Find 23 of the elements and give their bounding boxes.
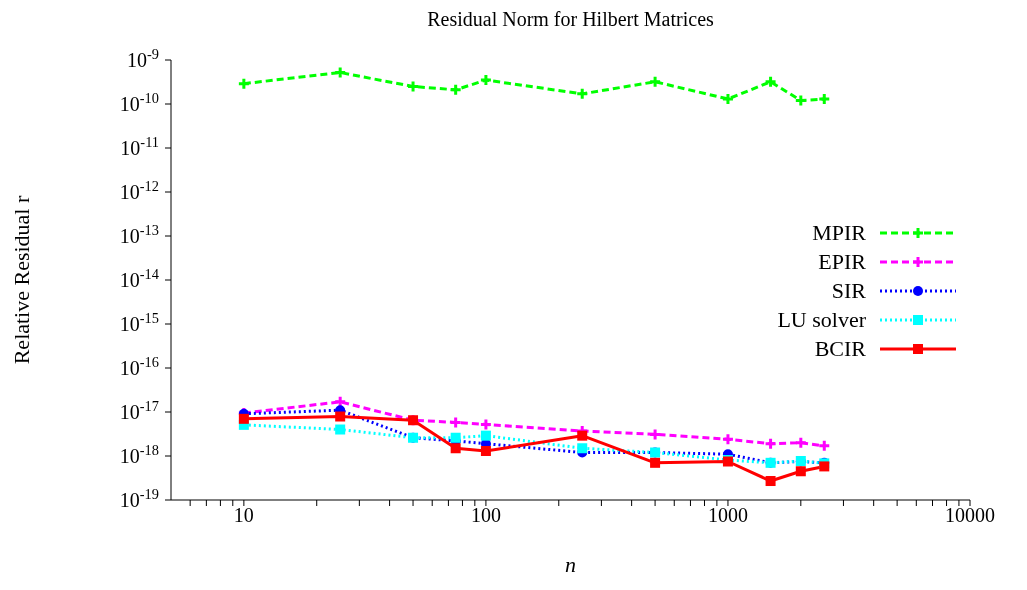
- legend-label: EPIR: [818, 248, 866, 275]
- x-tick-label: 10: [233, 504, 254, 527]
- y-tick-label: 10$^{-12}$: [119, 178, 159, 203]
- y-tick-label: 10$^{-15}$: [119, 310, 159, 335]
- legend-label: MPIR: [812, 219, 866, 246]
- y-tick-label: 10$^{-10}$: [119, 90, 159, 115]
- y-tick-label: 10$^{-9}$: [127, 46, 159, 71]
- x-tick-label: 10000: [945, 504, 995, 527]
- y-tick-label: 10$^{-13}$: [119, 222, 159, 247]
- y-tick-label: 10$^{-16}$: [119, 354, 159, 379]
- y-tick-label: 10$^{-18}$: [119, 442, 159, 467]
- legend-label: SIR: [831, 277, 866, 304]
- x-tick-label: 1000: [707, 504, 748, 527]
- x-tick-label: 100: [470, 504, 501, 527]
- y-tick-label: 10$^{-11}$: [120, 134, 159, 159]
- y-tick-label: 10$^{-17}$: [119, 398, 159, 423]
- legend-label: LU solver: [777, 306, 866, 333]
- x-axis-title: n: [565, 552, 576, 577]
- legend-label: BCIR: [814, 335, 866, 362]
- y-tick-label: 10$^{-14}$: [119, 266, 159, 291]
- y-axis-title: Relative Residual r: [8, 195, 34, 365]
- chart-title: Residual Norm for Hilbert Matrices: [426, 8, 715, 31]
- y-tick-label: 10$^{-19}$: [119, 486, 159, 511]
